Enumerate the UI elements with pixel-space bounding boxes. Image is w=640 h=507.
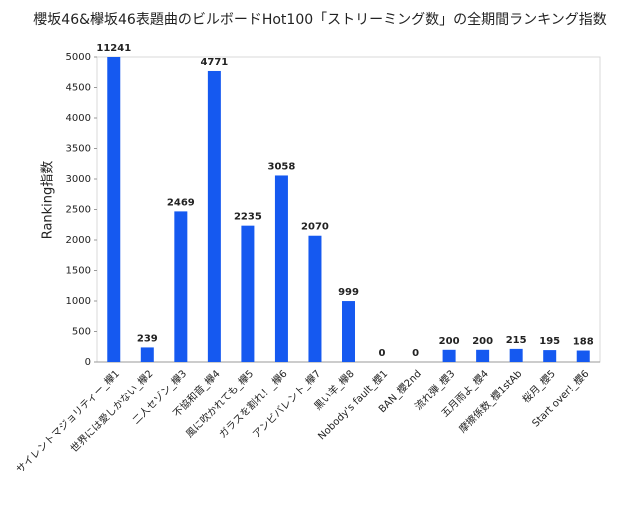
value-label: 215 (506, 335, 527, 346)
value-label: 200 (472, 336, 493, 347)
chart-title: 櫻坂46&欅坂46表題曲のビルボードHot100「ストリーミング数」の全期間ラン… (33, 11, 606, 28)
y-tick-label: 4500 (66, 83, 91, 94)
bar (140, 347, 154, 362)
y-tick-label: 0 (85, 357, 91, 368)
y-tick-label: 2500 (66, 205, 91, 216)
value-label: 11241 (96, 43, 131, 54)
bar (241, 225, 255, 362)
y-tick-label: 5000 (66, 52, 91, 63)
bar (543, 350, 557, 362)
value-label: 200 (439, 336, 460, 347)
bar (342, 301, 355, 362)
value-label: 4771 (200, 57, 228, 68)
bar (576, 350, 590, 362)
value-label: 999 (338, 287, 359, 298)
bar (207, 70, 221, 362)
y-axis-title: Ranking指数 (41, 161, 56, 240)
bar (107, 57, 121, 362)
y-tick-label: 2000 (66, 235, 91, 246)
y-tick-label: 3500 (66, 144, 91, 155)
x-tick-label: Start over!_櫻6 (529, 367, 591, 429)
value-label: 2070 (301, 222, 329, 233)
y-tick-label: 1500 (66, 266, 91, 277)
bar (274, 175, 288, 362)
bar (442, 349, 456, 362)
y-tick-label: 3000 (66, 174, 91, 185)
bar (174, 211, 188, 362)
y-tick-label: 4000 (66, 113, 91, 124)
value-label: 195 (539, 336, 560, 347)
value-label: 239 (137, 333, 158, 344)
value-label: 2469 (167, 197, 195, 208)
bar (476, 349, 490, 362)
value-label: 188 (573, 337, 594, 348)
y-tick-label: 1000 (66, 296, 91, 307)
bar (509, 348, 523, 362)
y-tick-label: 500 (72, 327, 91, 338)
value-label: 0 (412, 348, 419, 359)
x-tick-label: 摩擦係数_櫻1stAb (456, 367, 524, 435)
value-label: 3058 (268, 161, 296, 172)
bar (308, 235, 322, 362)
value-label: 2235 (234, 212, 262, 223)
value-label: 0 (379, 348, 386, 359)
